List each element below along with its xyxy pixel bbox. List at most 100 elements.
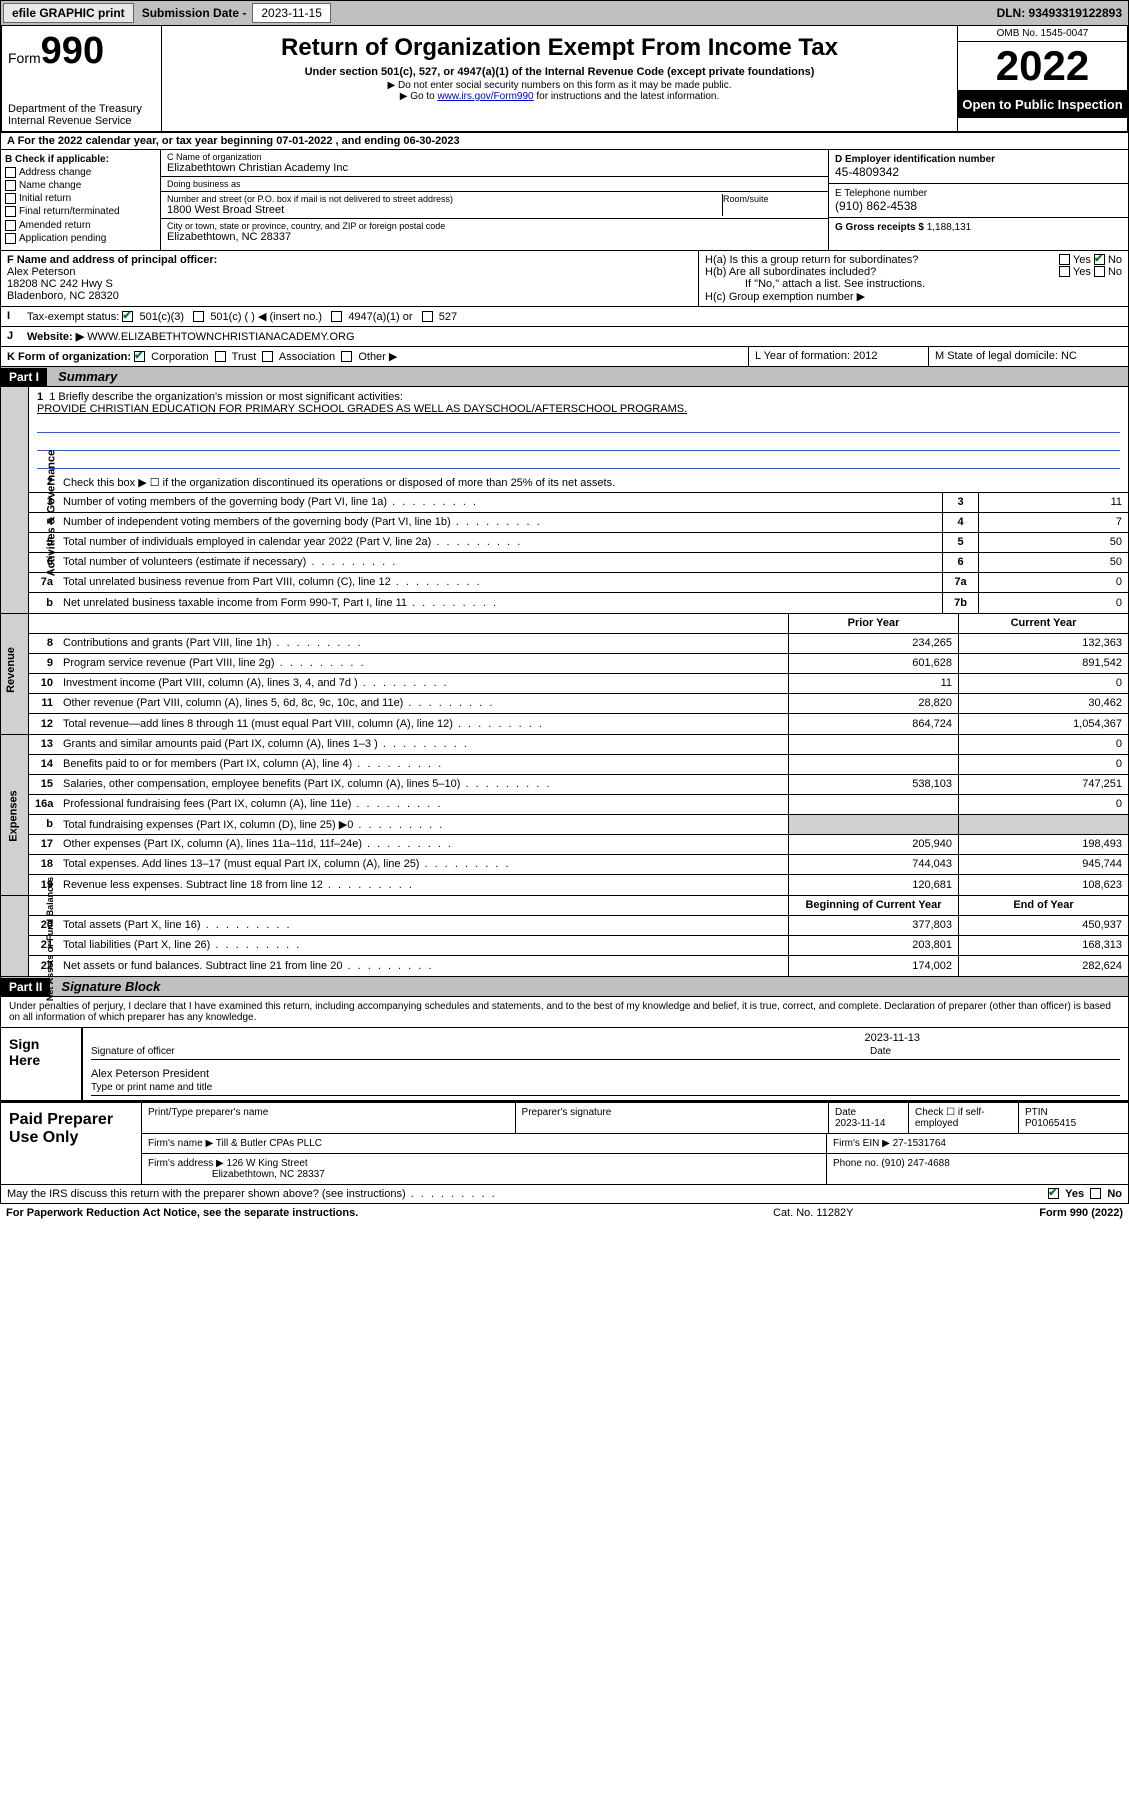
line-b-box: 7b [942,593,978,613]
line-3-text: Number of voting members of the governin… [59,494,942,510]
chk-corporation[interactable] [134,351,145,362]
line-13-text: Grants and similar amounts paid (Part IX… [59,736,788,752]
submission-date-label: Submission Date - [136,4,253,22]
part-ii-header: Part II [1,978,50,996]
chk-4947[interactable] [331,311,342,322]
line-4-text: Number of independent voting members of … [59,514,942,530]
chk-other[interactable] [341,351,352,362]
line-14-current: 0 [958,755,1128,774]
h-c: H(c) Group exemption number ▶ [705,290,1122,303]
officer-addr2: Bladenboro, NC 28320 [7,290,692,302]
begin-year-header: Beginning of Current Year [788,896,958,915]
h-b: H(b) Are all subordinates included? Yes … [705,266,1122,278]
domicile: NC [1061,350,1077,362]
line-15-current: 747,251 [958,775,1128,794]
mission-text: PROVIDE CHRISTIAN EDUCATION FOR PRIMARY … [37,403,1120,415]
line-17-text: Other expenses (Part IX, column (A), lin… [59,836,788,852]
firm-phone: (910) 247-4688 [881,1158,949,1169]
ein-value: 45-4809342 [835,165,1122,179]
chk-address-change[interactable]: Address change [5,167,156,178]
street-value: 1800 West Broad Street [167,204,722,216]
line-8-current: 132,363 [958,634,1128,653]
firm-addr1: 126 W King Street [227,1158,308,1169]
gross-receipts-value: 1,188,131 [927,222,972,233]
line-13-current: 0 [958,735,1128,754]
instructions-link[interactable]: www.irs.gov/Form990 [437,91,533,102]
line-11-current: 30,462 [958,694,1128,713]
chk-name-change[interactable]: Name change [5,180,156,191]
dln-value: DLN: 93493319122893 [991,4,1128,22]
line-12-prior: 864,724 [788,714,958,734]
line-22-text: Net assets or fund balances. Subtract li… [59,958,788,974]
cat-no: Cat. No. 11282Y [773,1207,973,1219]
officer-group-row: F Name and address of principal officer:… [0,251,1129,307]
efile-print-button[interactable]: efile GRAPHIC print [3,3,134,23]
room-label: Room/suite [723,194,822,204]
discuss-question: May the IRS discuss this return with the… [7,1188,1048,1200]
sig-officer-label: Signature of officer [91,1046,870,1057]
discuss-yes[interactable] [1048,1188,1059,1199]
chk-527[interactable] [422,311,433,322]
website-label: Website: ▶ [27,331,84,343]
line-5-value: 50 [978,533,1128,552]
line-12-text: Total revenue—add lines 8 through 11 (mu… [59,716,788,732]
form-subtitle-2: ▶ Do not enter social security numbers o… [170,80,949,91]
gross-receipts-label: G Gross receipts $ [835,222,924,233]
part-i-header: Part I [1,368,47,386]
line-5-text: Total number of individuals employed in … [59,534,942,550]
prep-date: 2023-11-14 [835,1118,885,1129]
line-14-prior [788,755,958,774]
line-9-text: Program service revenue (Part VIII, line… [59,655,788,671]
chk-association[interactable] [262,351,273,362]
firm-name-label: Firm's name ▶ [148,1138,213,1149]
line-21-text: Total liabilities (Part X, line 26) [59,937,788,953]
line-19-text: Revenue less expenses. Subtract line 18 … [59,877,788,893]
firm-ein-label: Firm's EIN ▶ [833,1138,890,1149]
officer-addr1: 18208 NC 242 Hwy S [7,278,692,290]
line-2: Check this box ▶ ☐ if the organization d… [59,474,1128,491]
prep-date-label: Date [835,1107,856,1118]
discuss-no[interactable] [1090,1188,1101,1199]
perjury-declaration: Under penalties of perjury, I declare th… [1,997,1128,1027]
phone-value: (910) 862-4538 [835,199,1122,213]
chk-501c[interactable] [193,311,204,322]
dba-label: Doing business as [167,179,822,189]
sig-date-label: Date [870,1046,1120,1057]
chk-final-return[interactable]: Final return/terminated [5,206,156,217]
form-of-org: K Form of organization: Corporation Trus… [1,347,748,366]
line-b-current [958,815,1128,834]
line-12-current: 1,054,367 [958,714,1128,734]
form-number: Form990 [8,30,155,73]
line-16a-text: Professional fundraising fees (Part IX, … [59,796,788,812]
form-subtitle-3: ▶ Go to www.irs.gov/Form990 for instruct… [170,91,949,102]
line-a-tax-year: A For the 2022 calendar year, or tax yea… [0,133,1129,150]
h-b-note: If "No," attach a list. See instructions… [705,278,1122,290]
line-7a-text: Total unrelated business revenue from Pa… [59,574,942,590]
chk-trust[interactable] [215,351,226,362]
line-6-text: Total number of volunteers (estimate if … [59,554,942,570]
line-22-prior: 174,002 [788,956,958,976]
line-9-current: 891,542 [958,654,1128,673]
line-17-current: 198,493 [958,835,1128,854]
ptin-label: PTIN [1025,1107,1048,1118]
firm-phone-label: Phone no. [833,1158,879,1169]
year-formation-label: L Year of formation: [755,350,850,362]
line-20-current: 450,937 [958,916,1128,935]
officer-name: Alex Peterson [7,266,692,278]
chk-amended-return[interactable]: Amended return [5,220,156,231]
year-formation: 2012 [853,350,877,362]
prior-year-header: Prior Year [788,614,958,633]
chk-initial-return[interactable]: Initial return [5,193,156,204]
line-b-value: 0 [978,593,1128,613]
firm-addr-label: Firm's address ▶ [148,1158,224,1169]
line-21-current: 168,313 [958,936,1128,955]
firm-ein: 27-1531764 [893,1138,946,1149]
line-7a-box: 7a [942,573,978,592]
line-20-text: Total assets (Part X, line 16) [59,917,788,933]
line-5-box: 5 [942,533,978,552]
chk-501c3[interactable] [122,311,133,322]
chk-application-pending[interactable]: Application pending [5,233,156,244]
prep-sig-label: Preparer's signature [515,1103,828,1133]
line-11-text: Other revenue (Part VIII, column (A), li… [59,695,788,711]
line-4-value: 7 [978,513,1128,532]
